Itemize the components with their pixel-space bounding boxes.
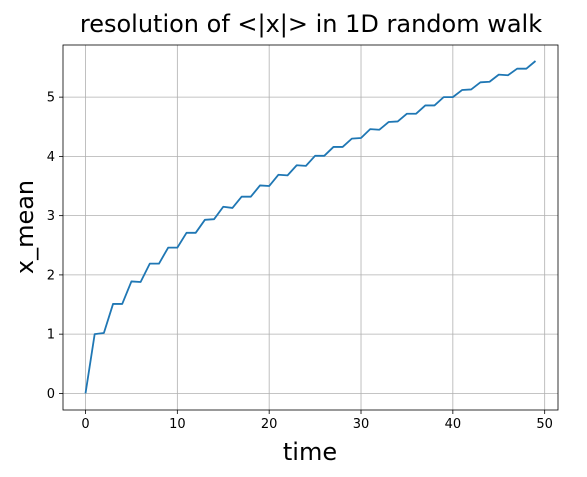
x-axis: 0 10 20 30 40 50 [81, 410, 553, 432]
axes-frame [62, 44, 559, 411]
x-tick-label: 40 [445, 417, 462, 432]
series-layer [84, 60, 537, 394]
y-tick-label: 5 [47, 91, 55, 106]
y-tick-label: 4 [47, 150, 55, 165]
x-tick-label: 50 [536, 417, 553, 432]
plot-area [63, 45, 558, 410]
x-axis-label: time [283, 438, 337, 466]
series-line [84, 60, 537, 394]
y-tick-label: 3 [47, 209, 55, 224]
chart-title: resolution of <|x|> in 1D random walk [80, 10, 542, 38]
y-tick-label: 0 [47, 387, 55, 402]
y-axis-label: x_mean [11, 180, 39, 274]
y-axis: 0 1 2 3 4 5 [47, 91, 63, 402]
y-tick-label: 1 [47, 328, 55, 343]
y-tick-label: 2 [47, 268, 55, 283]
grid-lines [63, 45, 558, 410]
x-tick-label: 20 [261, 417, 278, 432]
x-tick-label: 0 [81, 417, 89, 432]
x-tick-label: 30 [353, 417, 370, 432]
x-tick-label: 10 [169, 417, 186, 432]
